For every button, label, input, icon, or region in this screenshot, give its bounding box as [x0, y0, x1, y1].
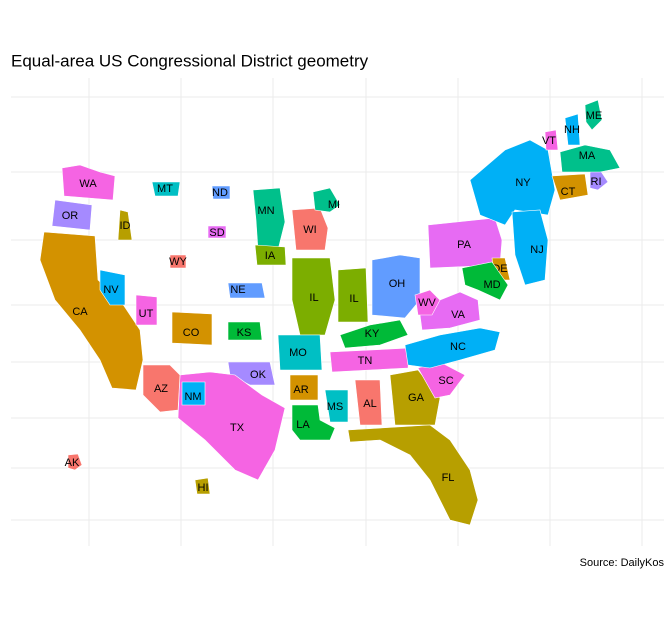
state-label: CO	[183, 327, 200, 339]
state-shape	[171, 311, 213, 346]
state-shape	[584, 99, 603, 131]
state-label: AL	[363, 398, 376, 410]
state-shape	[99, 269, 126, 306]
state-label: KY	[365, 328, 380, 340]
state-shape	[289, 374, 319, 401]
state-label: MI	[328, 199, 340, 211]
state-label: AK	[65, 457, 80, 469]
state-label: IL	[309, 292, 318, 304]
state-label: NM	[184, 391, 201, 403]
state-label: IA	[265, 250, 276, 262]
state-label: VA	[451, 309, 466, 321]
state-label: KS	[237, 327, 252, 339]
state-label: WA	[79, 178, 97, 190]
state-shape	[337, 267, 369, 323]
state-shape	[312, 187, 341, 213]
state-shape	[329, 347, 411, 373]
state-label: WV	[418, 297, 436, 309]
state-shape	[291, 257, 336, 336]
state-shape	[135, 294, 158, 326]
state-label: ME	[586, 110, 603, 122]
state-label: IL	[349, 293, 358, 305]
state-shape	[211, 185, 231, 200]
state-label: TN	[358, 355, 373, 367]
state-label: AZ	[154, 383, 168, 395]
state-label: WI	[303, 224, 316, 236]
state-label: SC	[438, 375, 453, 387]
state-shape	[254, 244, 287, 266]
state-shape	[61, 164, 116, 201]
state-shape	[51, 199, 93, 231]
state-shape	[324, 389, 349, 423]
caption: Source: DailyKos	[580, 557, 665, 569]
state-shape	[559, 144, 621, 173]
state-label: GA	[408, 392, 425, 404]
state-label: CA	[72, 306, 88, 318]
state-shape	[227, 321, 263, 341]
state-shape	[469, 139, 556, 226]
state-shape	[347, 424, 479, 526]
state-label: AR	[293, 384, 308, 396]
state-label: NV	[103, 284, 119, 296]
state-shape	[339, 319, 409, 349]
state-label: PA	[457, 239, 472, 251]
state-shape	[551, 173, 589, 201]
state-label: NH	[564, 124, 580, 136]
state-shape	[427, 217, 503, 269]
state-label: OH	[389, 278, 406, 290]
state-label: CT	[561, 186, 576, 198]
state-label: FL	[442, 472, 455, 484]
state-label: MO	[289, 347, 307, 359]
state-shape	[39, 231, 144, 391]
state-label: MA	[579, 150, 596, 162]
state-shape	[414, 289, 441, 316]
state-label: ND	[212, 187, 228, 199]
state-label: LA	[296, 419, 310, 431]
state-shape	[207, 225, 227, 239]
state-shape	[564, 113, 581, 146]
state-label: HI	[198, 482, 209, 494]
state-shape	[252, 187, 286, 251]
state-shape	[67, 453, 83, 471]
state-label: MT	[157, 183, 173, 195]
state-label: RI	[591, 176, 602, 188]
state-shape	[169, 254, 187, 269]
state-shape	[291, 404, 336, 441]
state-shape	[404, 327, 501, 369]
map-title: Equal-area US Congressional District geo…	[11, 51, 369, 70]
state-shape	[461, 261, 509, 301]
state-label: MN	[257, 205, 274, 217]
state-label: NE	[230, 284, 245, 296]
state-shape	[277, 334, 323, 371]
state-shape	[511, 209, 549, 286]
state-shape	[194, 477, 211, 495]
state-shape	[117, 209, 133, 241]
state-label: WY	[169, 256, 187, 268]
state-label: NY	[515, 177, 531, 189]
state-shape	[151, 181, 181, 197]
state-shape	[181, 381, 206, 406]
state-shape	[142, 364, 181, 413]
state-shape	[227, 282, 266, 299]
state-label: NC	[450, 341, 466, 353]
state-label: OR	[62, 210, 79, 222]
state-label: NJ	[530, 244, 543, 256]
state-label: OK	[250, 369, 267, 381]
state-shape	[544, 129, 559, 151]
state-label: TX	[230, 422, 245, 434]
state-label: SD	[209, 227, 224, 239]
state-label: VT	[542, 135, 556, 147]
state-shape	[354, 379, 383, 426]
state-label: MD	[483, 279, 500, 291]
state-shape	[419, 291, 481, 331]
state-label: ID	[120, 220, 131, 232]
state-label: UT	[139, 308, 154, 320]
state-label: MS	[327, 401, 344, 413]
